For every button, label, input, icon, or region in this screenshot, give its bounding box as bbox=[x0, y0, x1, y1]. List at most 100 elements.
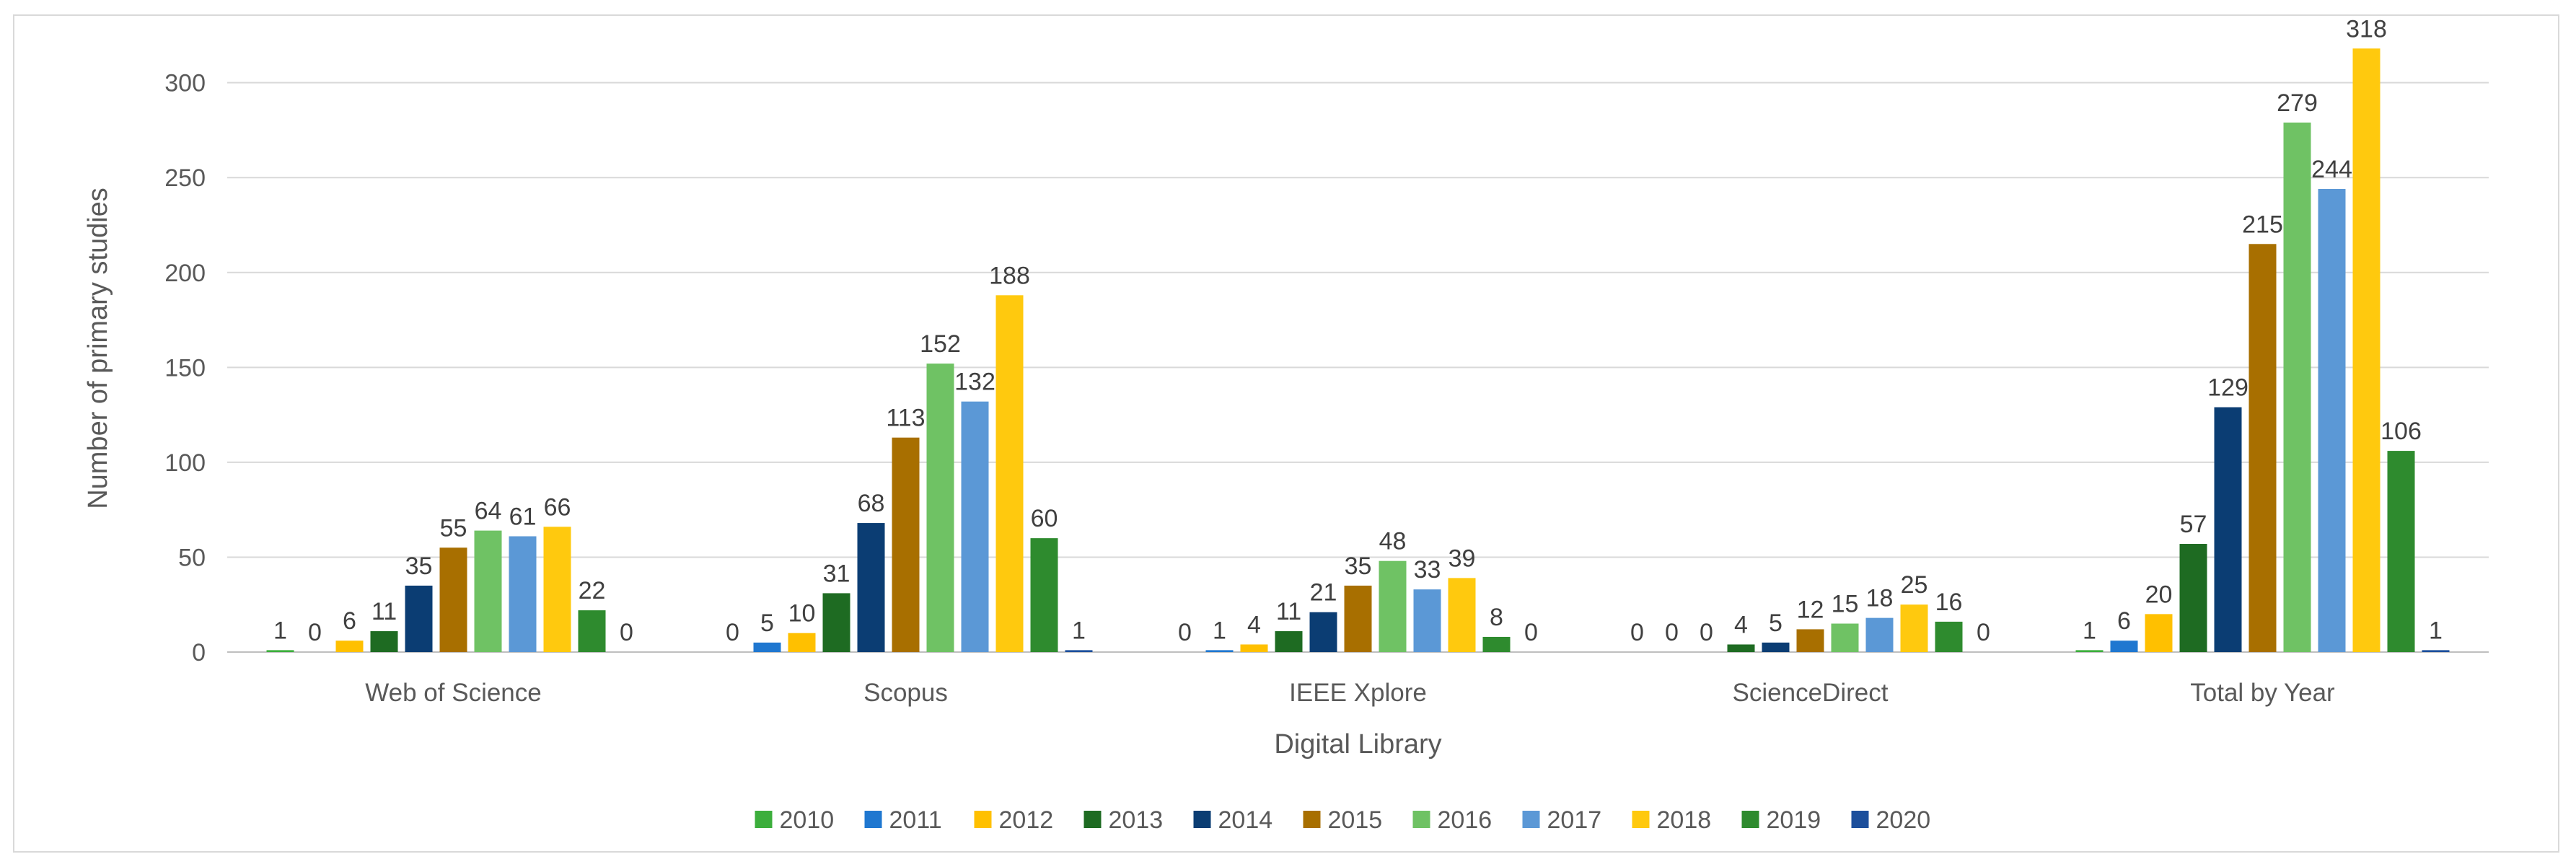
data-label: 6 bbox=[2117, 607, 2131, 635]
legend-swatch-2018 bbox=[1632, 811, 1650, 828]
x-category-label: ScienceDirect bbox=[1733, 679, 1889, 707]
bar-2011 bbox=[1205, 650, 1234, 652]
bar-2012 bbox=[2145, 614, 2173, 652]
bar-2012 bbox=[1240, 644, 1268, 652]
data-label: 22 bbox=[579, 577, 606, 604]
bar-2019 bbox=[1030, 538, 1058, 652]
bar-2014 bbox=[857, 523, 885, 652]
data-label: 60 bbox=[1031, 505, 1058, 532]
bar-2016 bbox=[926, 364, 954, 652]
bar-2019 bbox=[1482, 636, 1511, 652]
data-label: 10 bbox=[788, 600, 816, 628]
bar-2012 bbox=[335, 641, 364, 652]
bar-2016 bbox=[1379, 560, 1407, 652]
bar-2015 bbox=[1344, 585, 1372, 652]
legend-swatch-2016 bbox=[1412, 811, 1430, 828]
legend-swatch-2012 bbox=[974, 811, 992, 828]
data-label: 318 bbox=[2346, 16, 2387, 43]
y-tick-label: 250 bbox=[164, 164, 206, 192]
legend-swatch-2013 bbox=[1083, 811, 1102, 828]
legend-label: 2018 bbox=[1657, 806, 1712, 834]
bar-2016 bbox=[2283, 122, 2311, 653]
data-label: 5 bbox=[760, 609, 774, 637]
y-tick-label: 50 bbox=[178, 544, 206, 571]
data-label: 12 bbox=[1797, 596, 1824, 623]
data-label: 33 bbox=[1414, 556, 1441, 584]
bar-2016 bbox=[474, 530, 502, 652]
data-label: 0 bbox=[620, 619, 633, 646]
data-label: 215 bbox=[2242, 211, 2283, 238]
data-label: 5 bbox=[1769, 609, 1782, 637]
bar-2013 bbox=[2179, 544, 2207, 652]
legend-label: 2010 bbox=[780, 806, 835, 834]
data-label: 1 bbox=[1213, 617, 1226, 644]
legend: 2010 2011 2012 2013 2014 2015 2016 2017 2018 2019… bbox=[755, 806, 1931, 834]
data-label: 113 bbox=[886, 405, 925, 432]
bar-2019 bbox=[2387, 451, 2415, 652]
bar-2010 bbox=[2075, 650, 2104, 652]
bar-2014 bbox=[1762, 642, 1790, 652]
y-axis-ticks: 0 50 100 150 200 250 300 bbox=[164, 70, 206, 666]
data-label: 31 bbox=[823, 560, 850, 587]
data-label: 279 bbox=[2277, 89, 2318, 117]
data-label: 35 bbox=[1345, 553, 1372, 580]
legend-label: 2017 bbox=[1547, 806, 1602, 834]
bar-2019 bbox=[1935, 621, 1963, 652]
data-label: 4 bbox=[1734, 611, 1748, 638]
chart-frame: 0 50 100 150 200 250 300 1 0 6 11 35 55 64 61 66 22 0 0 5 1… bbox=[13, 14, 2559, 853]
data-label: 35 bbox=[405, 553, 433, 580]
bar-2014 bbox=[2214, 407, 2242, 652]
data-label: 66 bbox=[544, 493, 571, 521]
bar-2020 bbox=[1065, 650, 1093, 652]
data-label: 57 bbox=[2180, 511, 2207, 538]
y-axis-title: Number of primary studies bbox=[83, 188, 113, 509]
data-label: 0 bbox=[308, 619, 322, 646]
data-label: 1 bbox=[2429, 617, 2443, 644]
x-category-label: IEEE Xplore bbox=[1289, 679, 1427, 707]
data-label: 11 bbox=[1276, 598, 1301, 625]
bar-2018 bbox=[995, 295, 1024, 652]
legend-label: 2014 bbox=[1218, 806, 1273, 834]
legend-swatch-2019 bbox=[1741, 811, 1759, 828]
data-label: 1 bbox=[2083, 617, 2096, 644]
data-label: 15 bbox=[1832, 591, 1859, 618]
data-label: 0 bbox=[1524, 619, 1538, 646]
data-label: 6 bbox=[343, 607, 356, 635]
data-label: 0 bbox=[1630, 619, 1644, 646]
legend-label: 2012 bbox=[999, 806, 1054, 834]
data-label: 152 bbox=[920, 330, 961, 358]
data-label: 106 bbox=[2381, 418, 2422, 445]
y-tick-label: 150 bbox=[164, 354, 206, 382]
legend-label: 2011 bbox=[889, 806, 942, 834]
bar-2017 bbox=[2318, 188, 2346, 653]
y-tick-label: 100 bbox=[164, 449, 206, 477]
data-label: 11 bbox=[372, 598, 397, 625]
bar-2019 bbox=[578, 610, 606, 652]
data-label: 64 bbox=[475, 498, 502, 525]
bar-2015 bbox=[1796, 629, 1824, 652]
y-tick-label: 0 bbox=[192, 639, 206, 666]
bar-2018 bbox=[543, 527, 571, 652]
bar-2013 bbox=[1727, 644, 1755, 652]
data-label: 25 bbox=[1901, 571, 1928, 599]
data-label: 4 bbox=[1247, 611, 1261, 638]
legend-label: 2019 bbox=[1767, 806, 1821, 834]
x-axis-title: Digital Library bbox=[1274, 729, 1441, 760]
bar-2010 bbox=[266, 650, 294, 652]
legend-label: 2013 bbox=[1109, 806, 1164, 834]
legend-swatch-2010 bbox=[755, 811, 773, 828]
bar-2017 bbox=[1865, 617, 1894, 652]
data-label: 0 bbox=[726, 619, 739, 646]
data-label: 132 bbox=[954, 369, 995, 396]
legend-label: 2015 bbox=[1328, 806, 1383, 834]
bar-2015 bbox=[892, 437, 920, 652]
data-label: 188 bbox=[989, 262, 1030, 289]
data-label: 0 bbox=[1665, 619, 1679, 646]
x-axis-categories: Web of Science Scopus IEEE Xplore ScienceDi… bbox=[365, 679, 2335, 707]
bar-2017 bbox=[1413, 589, 1441, 652]
data-label: 8 bbox=[1490, 604, 1503, 631]
data-label: 1 bbox=[273, 617, 287, 644]
legend-label: 2020 bbox=[1876, 806, 1931, 834]
bar-2014 bbox=[1309, 612, 1337, 652]
